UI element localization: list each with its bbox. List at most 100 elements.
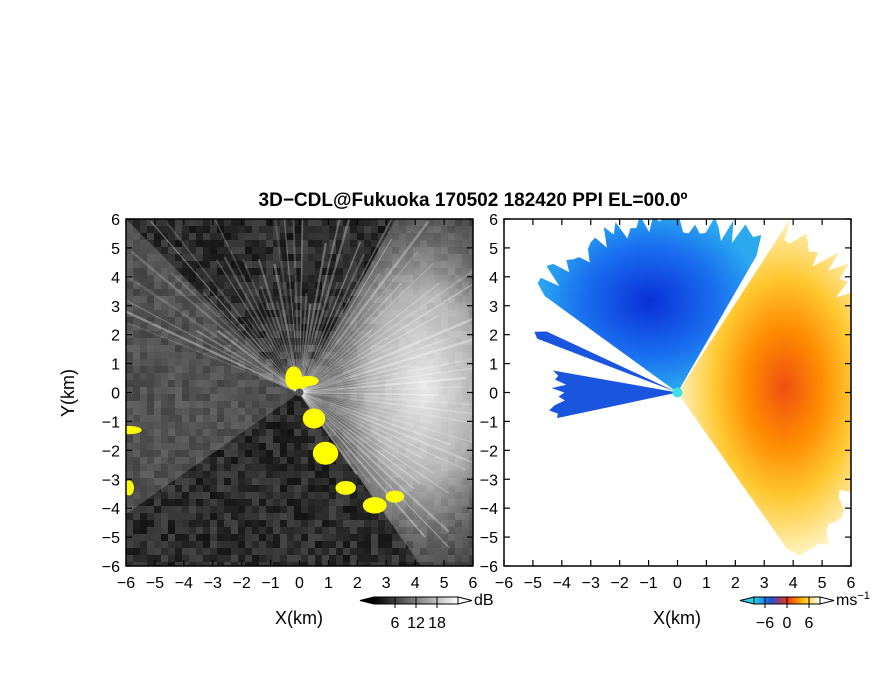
colorbar-tick-label: 12 xyxy=(407,615,425,632)
snr-cell xyxy=(336,492,343,499)
snr-cell xyxy=(217,443,224,450)
snr-cell xyxy=(371,541,378,548)
snr-cell xyxy=(196,394,203,401)
snr-cell xyxy=(315,338,322,345)
snr-cell xyxy=(315,233,322,240)
snr-cell xyxy=(371,233,378,240)
snr-cell xyxy=(147,436,154,443)
snr-cell xyxy=(126,464,133,471)
snr-cell xyxy=(287,282,294,289)
snr-cell xyxy=(245,450,252,457)
snr-cell xyxy=(280,548,287,555)
snr-cell xyxy=(196,289,203,296)
snr-cell xyxy=(322,233,329,240)
snr-cell xyxy=(133,443,140,450)
snr-ray xyxy=(130,250,301,394)
snr-cell xyxy=(175,296,182,303)
snr-cell xyxy=(161,394,168,401)
snr-cell xyxy=(238,408,245,415)
y-tick-label: −5 xyxy=(480,530,498,547)
snr-cell xyxy=(301,499,308,506)
snr-cell xyxy=(147,562,154,566)
snr-cell xyxy=(364,240,371,247)
snr-cell xyxy=(259,317,266,324)
snr-cell xyxy=(189,247,196,254)
snr-cell xyxy=(315,296,322,303)
snr-cell xyxy=(301,324,308,331)
snr-cell xyxy=(126,555,133,562)
snr-cell xyxy=(357,275,364,282)
snr-cell xyxy=(210,317,217,324)
snr-cell xyxy=(224,289,231,296)
snr-cell xyxy=(168,548,175,555)
snr-cell xyxy=(231,478,238,485)
snr-cell xyxy=(168,240,175,247)
snr-cell xyxy=(287,520,294,527)
snr-cell xyxy=(294,394,301,401)
x-tick-label: 5 xyxy=(818,575,827,592)
velocity-sector xyxy=(549,370,678,419)
snr-cell xyxy=(203,415,210,422)
snr-cell xyxy=(364,527,371,534)
colorbar-unit: ms−1 xyxy=(836,590,870,609)
snr-cell xyxy=(280,534,287,541)
snr-cell xyxy=(217,254,224,261)
snr-cell xyxy=(217,268,224,275)
snr-cell xyxy=(406,548,413,555)
snr-cell xyxy=(231,485,238,492)
snr-cell xyxy=(350,219,357,226)
snr-cell xyxy=(203,422,210,429)
snr-cell xyxy=(168,359,175,366)
snr-ray xyxy=(299,392,421,484)
snr-cell xyxy=(203,520,210,527)
snr-highlight xyxy=(312,441,339,465)
snr-cell xyxy=(168,520,175,527)
snr-cell xyxy=(273,296,280,303)
snr-cell xyxy=(238,401,245,408)
snr-cell xyxy=(189,492,196,499)
snr-cell xyxy=(329,275,336,282)
snr-cell xyxy=(231,317,238,324)
snr-cell xyxy=(245,359,252,366)
snr-cell xyxy=(322,492,329,499)
snr-cell xyxy=(182,254,189,261)
snr-cell xyxy=(343,457,350,464)
snr-cell xyxy=(231,562,238,566)
snr-cell xyxy=(217,373,224,380)
snr-cell xyxy=(189,429,196,436)
snr-cell xyxy=(231,324,238,331)
snr-cell xyxy=(126,317,133,324)
snr-cell xyxy=(287,450,294,457)
snr-ray xyxy=(214,219,301,393)
snr-cell xyxy=(280,478,287,485)
snr-cell xyxy=(231,422,238,429)
snr-cell xyxy=(217,485,224,492)
snr-cell xyxy=(182,261,189,268)
snr-cell xyxy=(203,492,210,499)
snr-cell xyxy=(287,415,294,422)
snr-cell xyxy=(203,429,210,436)
snr-cell xyxy=(308,233,315,240)
snr-cell xyxy=(175,345,182,352)
snr-cell xyxy=(161,226,168,233)
snr-cell xyxy=(259,450,266,457)
snr-cell xyxy=(245,317,252,324)
snr-cell xyxy=(161,485,168,492)
snr-cell xyxy=(182,247,189,254)
snr-cell xyxy=(126,513,133,520)
snr-cell xyxy=(280,338,287,345)
snr-cell xyxy=(126,499,133,506)
snr-cell xyxy=(140,485,147,492)
snr-cell xyxy=(280,275,287,282)
snr-cell xyxy=(140,443,147,450)
snr-cell xyxy=(126,373,133,380)
snr-cell xyxy=(280,247,287,254)
snr-cell xyxy=(357,520,364,527)
snr-cell xyxy=(189,366,196,373)
snr-cell xyxy=(245,429,252,436)
snr-cell xyxy=(329,296,336,303)
snr-cell xyxy=(322,520,329,527)
snr-cell xyxy=(259,527,266,534)
snr-cell xyxy=(189,233,196,240)
